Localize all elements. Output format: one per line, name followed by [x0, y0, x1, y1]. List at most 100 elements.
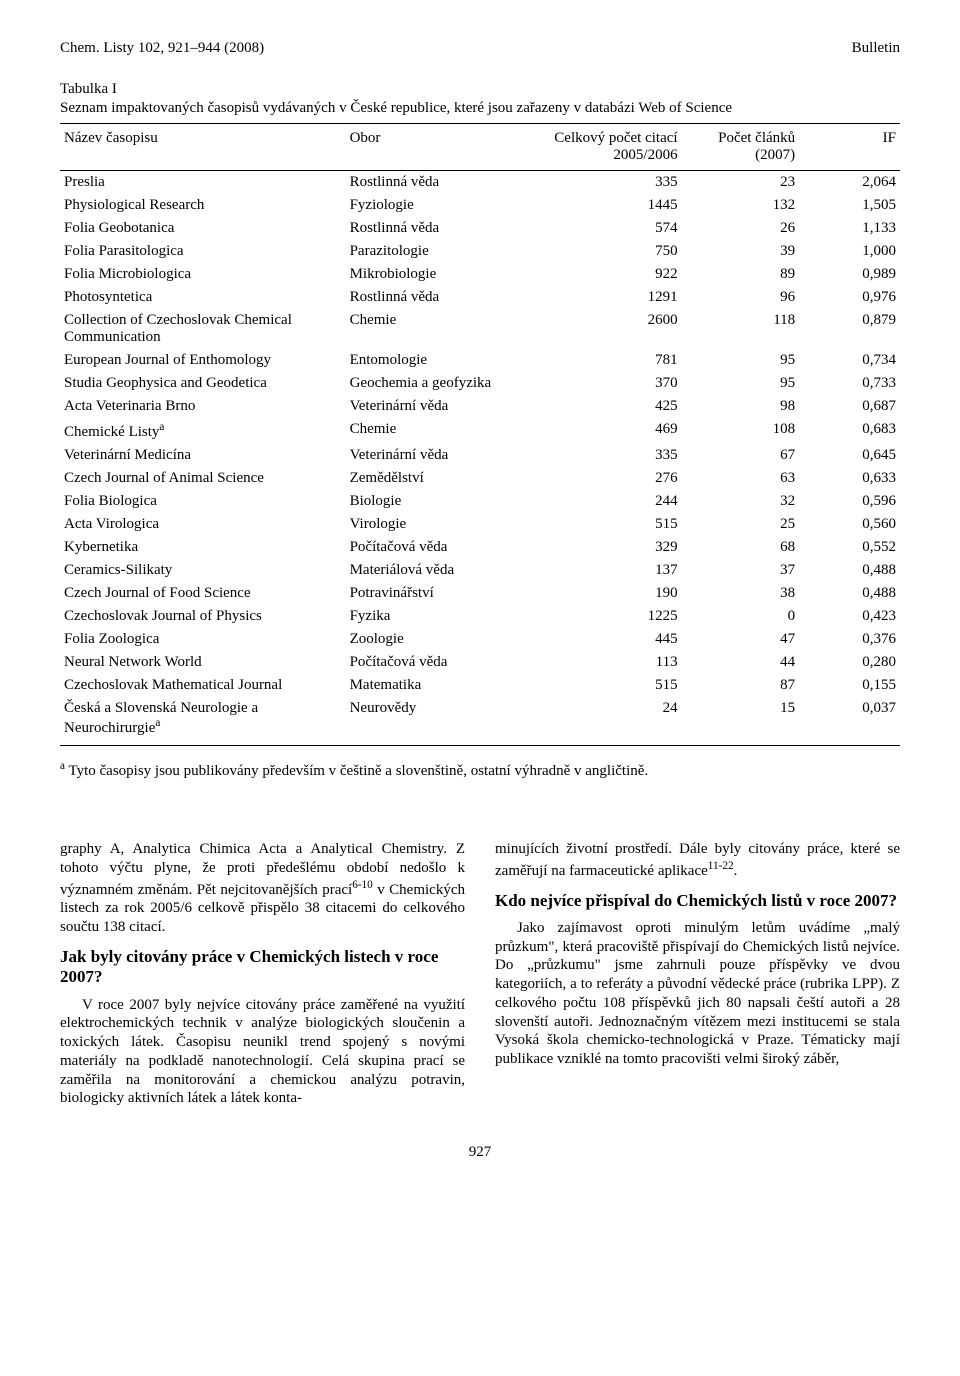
- cell-if: 0,423: [799, 605, 900, 628]
- cell-cites: 445: [547, 628, 681, 651]
- cell-cites: 370: [547, 372, 681, 395]
- cell-cites: 244: [547, 490, 681, 513]
- cell-field: Neurovědy: [346, 697, 548, 746]
- table-row: Studia Geophysica and GeodeticaGeochemia…: [60, 372, 900, 395]
- cell-articles: 26: [682, 217, 800, 240]
- cell-field: Zoologie: [346, 628, 548, 651]
- table-row: Acta Veterinaria BrnoVeterinární věda425…: [60, 395, 900, 418]
- right-para-2: Jako zajímavost oproti minulým letům uvá…: [495, 919, 900, 1069]
- cell-cites: 750: [547, 240, 681, 263]
- cell-name: Acta Virologica: [60, 513, 346, 536]
- cell-field: Virologie: [346, 513, 548, 536]
- table-row: Czechoslovak Journal of PhysicsFyzika122…: [60, 605, 900, 628]
- cell-cites: 24: [547, 697, 681, 746]
- cell-field: Chemie: [346, 418, 548, 444]
- cell-cites: 276: [547, 467, 681, 490]
- cell-if: 0,376: [799, 628, 900, 651]
- table-row: Folia BiologicaBiologie244320,596: [60, 490, 900, 513]
- cell-if: 0,488: [799, 559, 900, 582]
- table-row: Folia GeobotanicaRostlinná věda574261,13…: [60, 217, 900, 240]
- cell-if: 0,037: [799, 697, 900, 746]
- right-column: minujících životní prostředí. Dále byly …: [495, 840, 900, 1114]
- table-row: PhotosynteticaRostlinná věda1291960,976: [60, 286, 900, 309]
- cell-articles: 98: [682, 395, 800, 418]
- table-footnote: a Tyto časopisy jsou publikovány předevš…: [60, 760, 900, 780]
- cell-field: Biologie: [346, 490, 548, 513]
- table-row: European Journal of EnthomologyEntomolog…: [60, 349, 900, 372]
- cell-articles: 63: [682, 467, 800, 490]
- cell-articles: 87: [682, 674, 800, 697]
- table-row: Acta VirologicaVirologie515250,560: [60, 513, 900, 536]
- cell-if: 2,064: [799, 171, 900, 195]
- header-left: Chem. Listy 102, 921–944 (2008): [60, 40, 264, 57]
- right-heading: Kdo nejvíce přispíval do Chemických list…: [495, 891, 900, 911]
- cell-field: Zemědělství: [346, 467, 548, 490]
- col-if: IF: [799, 124, 900, 171]
- cell-if: 1,000: [799, 240, 900, 263]
- table-row: Czech Journal of Food SciencePotravinářs…: [60, 582, 900, 605]
- cell-field: Počítačová věda: [346, 536, 548, 559]
- cell-cites: 2600: [547, 309, 681, 349]
- left-para-2: V roce 2007 byly nejvíce citovány práce …: [60, 996, 465, 1109]
- cell-field: Mikrobiologie: [346, 263, 548, 286]
- cell-articles: 39: [682, 240, 800, 263]
- cell-if: 0,976: [799, 286, 900, 309]
- table-row: Czechoslovak Mathematical JournalMatemat…: [60, 674, 900, 697]
- col-name: Název časopisu: [60, 124, 346, 171]
- cell-if: 0,645: [799, 444, 900, 467]
- cell-if: 1,133: [799, 217, 900, 240]
- table-row: KybernetikaPočítačová věda329680,552: [60, 536, 900, 559]
- cell-if: 0,633: [799, 467, 900, 490]
- cell-name: Photosyntetica: [60, 286, 346, 309]
- cell-name: Czechoslovak Mathematical Journal: [60, 674, 346, 697]
- cell-name: European Journal of Enthomology: [60, 349, 346, 372]
- cell-if: 0,879: [799, 309, 900, 349]
- cell-articles: 38: [682, 582, 800, 605]
- page-number: 927: [60, 1144, 900, 1161]
- cell-cites: 425: [547, 395, 681, 418]
- cell-field: Matematika: [346, 674, 548, 697]
- cell-name: Czech Journal of Food Science: [60, 582, 346, 605]
- cell-articles: 32: [682, 490, 800, 513]
- cell-field: Počítačová věda: [346, 651, 548, 674]
- cell-articles: 44: [682, 651, 800, 674]
- cell-name: Folia Zoologica: [60, 628, 346, 651]
- cell-name: Physiological Research: [60, 194, 346, 217]
- cell-name: Folia Biologica: [60, 490, 346, 513]
- cell-field: Parazitologie: [346, 240, 548, 263]
- cell-if: 0,687: [799, 395, 900, 418]
- cell-cites: 1445: [547, 194, 681, 217]
- cell-cites: 190: [547, 582, 681, 605]
- cell-articles: 47: [682, 628, 800, 651]
- table-row: Chemické ListyaChemie4691080,683: [60, 418, 900, 444]
- cell-name: Preslia: [60, 171, 346, 195]
- cell-field: Chemie: [346, 309, 548, 349]
- cell-name: Kybernetika: [60, 536, 346, 559]
- cell-articles: 95: [682, 372, 800, 395]
- cell-if: 0,280: [799, 651, 900, 674]
- cell-name: Folia Parasitologica: [60, 240, 346, 263]
- cell-name: Czechoslovak Journal of Physics: [60, 605, 346, 628]
- cell-cites: 335: [547, 444, 681, 467]
- col-articles: Počet článků (2007): [682, 124, 800, 171]
- cell-cites: 335: [547, 171, 681, 195]
- cell-field: Materiálová věda: [346, 559, 548, 582]
- cell-cites: 137: [547, 559, 681, 582]
- cell-name: Czech Journal of Animal Science: [60, 467, 346, 490]
- cell-name: Folia Microbiologica: [60, 263, 346, 286]
- cell-articles: 23: [682, 171, 800, 195]
- header-right: Bulletin: [852, 40, 900, 57]
- table-row: Veterinární MedicínaVeterinární věda3356…: [60, 444, 900, 467]
- cell-name: Neural Network World: [60, 651, 346, 674]
- table-header-row: Název časopisu Obor Celkový počet citací…: [60, 124, 900, 171]
- left-para-1: graphy A, Analytica Chimica Acta a Analy…: [60, 840, 465, 937]
- cell-name: Chemické Listya: [60, 418, 346, 444]
- table-row: Czech Journal of Animal ScienceZemědělst…: [60, 467, 900, 490]
- table-row: Folia ZoologicaZoologie445470,376: [60, 628, 900, 651]
- cell-articles: 89: [682, 263, 800, 286]
- cell-cites: 515: [547, 674, 681, 697]
- cell-articles: 37: [682, 559, 800, 582]
- cell-cites: 515: [547, 513, 681, 536]
- table-row: PresliaRostlinná věda335232,064: [60, 171, 900, 195]
- cell-cites: 469: [547, 418, 681, 444]
